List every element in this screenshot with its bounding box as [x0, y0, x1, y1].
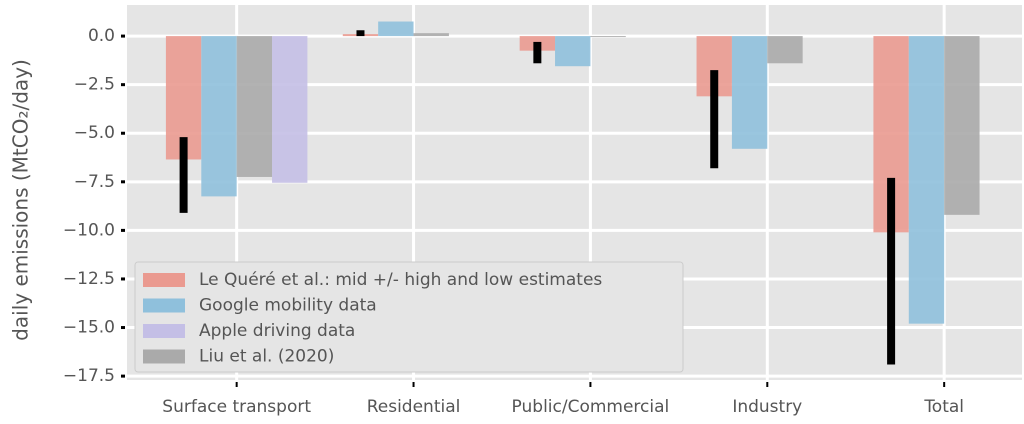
x-tick-label: Total — [923, 397, 964, 417]
bar — [944, 36, 980, 215]
bar — [378, 21, 414, 37]
y-tick-label: −2.5 — [74, 75, 115, 95]
y-tick-label: 0.0 — [88, 26, 115, 46]
x-tick-label: Industry — [732, 397, 802, 417]
legend-swatch — [143, 298, 185, 313]
bar — [272, 36, 308, 183]
bar — [590, 36, 626, 38]
bar — [555, 36, 591, 67]
legend-label: Google mobility data — [199, 296, 377, 316]
bar — [908, 36, 945, 324]
y-axis-label: daily emissions (MtCO₂/day) — [9, 59, 33, 341]
bar — [413, 33, 449, 37]
bar — [767, 36, 803, 64]
legend-label: Le Quéré et al.: mid +/- high and low es… — [199, 270, 602, 290]
legend-label: Liu et al. (2020) — [199, 347, 334, 367]
legend-swatch — [143, 273, 185, 287]
y-tick-label: −17.5 — [63, 366, 115, 386]
y-tick-label: −15.0 — [63, 318, 115, 338]
x-tick-label: Residential — [367, 397, 461, 417]
legend-label: Apple driving data — [199, 321, 355, 341]
legend-swatch — [143, 324, 185, 338]
bar — [201, 36, 237, 197]
x-tick-label: Surface transport — [162, 397, 311, 417]
y-tick-label: −7.5 — [74, 172, 115, 192]
legend-swatch — [143, 349, 185, 364]
y-tick-label: −10.0 — [63, 220, 115, 240]
x-tick-label: Public/Commercial — [512, 397, 670, 417]
y-tick-label: −5.0 — [74, 123, 115, 143]
legend-box — [134, 261, 684, 373]
bar — [731, 36, 768, 149]
bar — [236, 36, 273, 177]
y-tick-label: −12.5 — [63, 269, 115, 289]
